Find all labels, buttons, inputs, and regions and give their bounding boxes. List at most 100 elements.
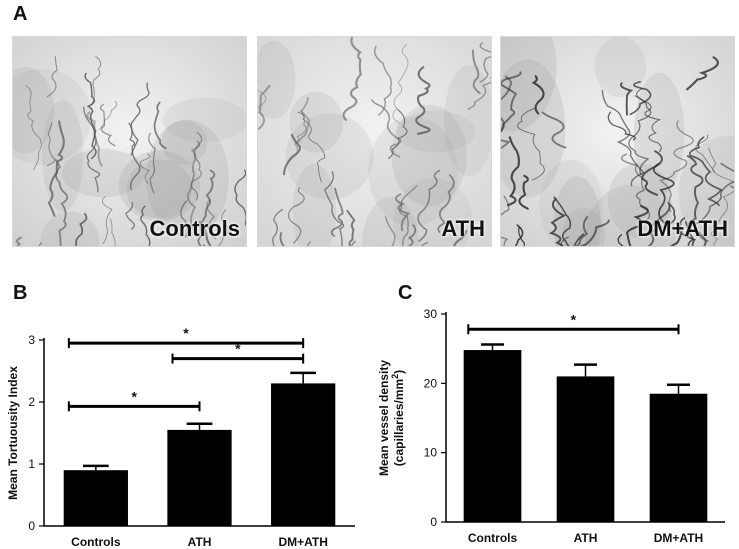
micrograph-vessel bbox=[83, 106, 101, 193]
y-tick-label: 10 bbox=[424, 446, 438, 460]
x-tick-label: Controls bbox=[468, 531, 518, 545]
micrograph-shadow bbox=[368, 116, 458, 227]
micrograph-vessel bbox=[647, 204, 671, 246]
micrograph-image bbox=[258, 37, 491, 246]
chart-tortuosity-svg: 0 1 2 3 Controls ATH DM+ATH * * * Mean Tortuousity… bbox=[6, 325, 355, 549]
micrograph-vessel bbox=[190, 131, 203, 201]
micrograph-vessel bbox=[25, 85, 42, 170]
micrograph-vessel bbox=[506, 136, 520, 207]
micrograph-vessel bbox=[628, 95, 652, 176]
micrograph-shadow bbox=[501, 59, 566, 198]
chart-tortuosity: 0 1 2 3 Controls ATH DM+ATH * * * Mean Tortuousity… bbox=[0, 300, 370, 549]
chart-vessel-density: 0 10 20 30 Controls ATH DM+ATH * Mean vessel den… bbox=[370, 300, 739, 549]
micrograph-shadow bbox=[13, 66, 55, 154]
micrograph-vessel bbox=[180, 200, 188, 238]
micrograph-vessel bbox=[415, 66, 431, 135]
micrograph-vessel bbox=[287, 187, 305, 244]
x-tick-label: DM+ATH bbox=[278, 535, 327, 549]
micrograph-vessel bbox=[636, 87, 662, 153]
micrograph-image bbox=[13, 37, 246, 246]
micrograph-vessel bbox=[206, 198, 217, 240]
micrograph-vessel bbox=[130, 82, 150, 156]
micrograph-vessel bbox=[371, 99, 402, 158]
micrograph-shadow bbox=[162, 97, 246, 143]
micrograph-vessel bbox=[258, 80, 267, 116]
micrograph-vessel bbox=[708, 147, 734, 246]
significance-star: * bbox=[571, 311, 577, 327]
micrograph-shadow bbox=[501, 37, 557, 132]
micrograph-shadow bbox=[553, 176, 601, 246]
micrograph-vessel bbox=[685, 221, 695, 246]
panel-letter-b: B bbox=[13, 282, 28, 304]
micrograph-label: DM+ATH bbox=[637, 216, 728, 241]
micrograph-shadow bbox=[118, 150, 201, 221]
micrograph-vessel bbox=[128, 122, 141, 191]
micrograph-vessel bbox=[258, 84, 271, 130]
micrograph-vessel bbox=[548, 197, 567, 246]
micrograph-vessel bbox=[16, 236, 22, 246]
micrograph-vessel bbox=[501, 195, 510, 246]
y-axis-title-close: ) bbox=[392, 370, 406, 374]
micrograph-vessel bbox=[342, 37, 363, 121]
micrograph-vessel bbox=[686, 56, 719, 91]
micrograph-dm-ath: DM+ATH bbox=[500, 36, 735, 247]
bar bbox=[167, 429, 232, 526]
micrograph-vessel bbox=[279, 232, 285, 246]
micrograph-vessel bbox=[641, 150, 663, 196]
micrograph-vessel bbox=[384, 216, 396, 246]
micrograph-vessel bbox=[541, 111, 567, 149]
x-tick-label: ATH bbox=[188, 535, 212, 549]
significance-star: * bbox=[131, 388, 137, 404]
micrograph-vessel bbox=[399, 185, 418, 246]
micrograph-vessel bbox=[392, 44, 409, 125]
micrograph-vessel bbox=[153, 101, 167, 150]
micrograph-vessel bbox=[296, 96, 311, 144]
micrograph-vessel bbox=[234, 169, 246, 227]
micrograph-vessel bbox=[54, 159, 69, 246]
micrograph-vessel bbox=[102, 196, 113, 244]
micrograph-vessel bbox=[407, 224, 417, 246]
y-tick-label: 20 bbox=[424, 376, 438, 390]
y-tick-label: 3 bbox=[28, 333, 35, 347]
micrograph-vessel bbox=[110, 218, 116, 246]
bar bbox=[271, 383, 336, 526]
micrograph-label: Controls bbox=[149, 216, 240, 241]
micrograph-vessel bbox=[517, 107, 545, 181]
micrograph-vessel bbox=[659, 120, 694, 213]
significance-star: * bbox=[183, 325, 189, 341]
micrograph-vessel bbox=[553, 196, 572, 246]
micrograph-shadow bbox=[594, 37, 647, 98]
micrograph-vessel bbox=[91, 56, 102, 106]
y-tick-label: 1 bbox=[28, 457, 35, 471]
y-axis-title-line2: (capillaries/mm2) bbox=[390, 370, 406, 466]
y-tick-label: 0 bbox=[28, 519, 35, 533]
bar bbox=[556, 376, 615, 522]
micrograph-vessel bbox=[99, 103, 116, 147]
micrograph-vessel bbox=[140, 205, 151, 246]
significance-star: * bbox=[235, 341, 241, 357]
micrograph-vessel bbox=[288, 109, 307, 162]
micrograph-shadow bbox=[13, 68, 92, 166]
micrograph-vessel bbox=[74, 212, 88, 246]
micrograph-vessel bbox=[373, 45, 392, 116]
panel-letter-a: A bbox=[13, 3, 28, 25]
panel-letter-c: C bbox=[398, 282, 413, 304]
micrograph-vessel bbox=[601, 89, 645, 187]
micrograph-vessel bbox=[501, 71, 522, 133]
micrograph-shadow bbox=[289, 91, 343, 153]
micrograph-shadow bbox=[285, 113, 374, 200]
micrograph-shadow bbox=[391, 104, 467, 207]
micrograph-vessel bbox=[650, 202, 676, 236]
micrograph-vessel bbox=[575, 216, 589, 246]
micrograph-vessel bbox=[84, 72, 97, 160]
micrograph-shadow bbox=[607, 163, 672, 238]
x-tick-label: DM+ATH bbox=[654, 531, 703, 545]
micrograph-vessel bbox=[531, 75, 545, 115]
micrograph-vessel bbox=[472, 49, 481, 95]
bar bbox=[649, 393, 708, 522]
micrograph-vessel bbox=[607, 111, 636, 141]
micrograph-vessel bbox=[669, 230, 683, 246]
micrograph-vessel bbox=[467, 76, 491, 110]
x-tick-label: ATH bbox=[574, 531, 598, 545]
y-tick-label: 30 bbox=[424, 307, 438, 321]
